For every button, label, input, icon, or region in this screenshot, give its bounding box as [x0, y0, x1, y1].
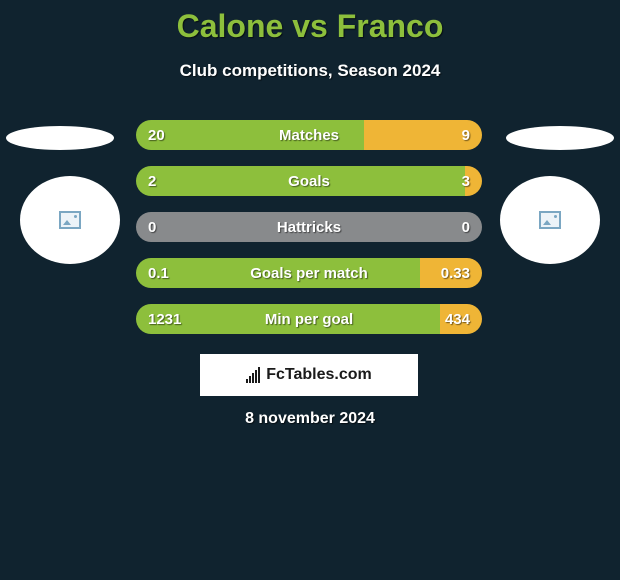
stat-label: Hattricks — [136, 212, 482, 242]
stat-row: 209Matches — [136, 120, 482, 150]
image-placeholder-icon — [539, 211, 561, 229]
comparison-chart: 209Matches 23Goals 00Hattricks 0.10.33Goals… — [136, 120, 482, 350]
stat-label: Goals — [136, 166, 482, 196]
player-left-avatar — [20, 176, 120, 264]
comparison-card: Calone vs Franco Club competitions, Seas… — [0, 0, 620, 580]
page-title: Calone vs Franco — [0, 0, 620, 45]
player-left-name-placeholder — [6, 126, 114, 150]
stat-row: 23Goals — [136, 166, 482, 196]
image-placeholder-icon — [59, 211, 81, 229]
source-logo-text: FcTables.com — [266, 366, 372, 384]
snapshot-date: 8 november 2024 — [0, 410, 620, 428]
source-logo: FcTables.com — [200, 354, 418, 396]
stat-row: 1231434Min per goal — [136, 304, 482, 334]
stat-label: Matches — [136, 120, 482, 150]
page-subtitle: Club competitions, Season 2024 — [0, 61, 620, 81]
player-right-avatar — [500, 176, 600, 264]
stat-row: 0.10.33Goals per match — [136, 258, 482, 288]
stat-label: Min per goal — [136, 304, 482, 334]
player-right-name-placeholder — [506, 126, 614, 150]
stat-row: 00Hattricks — [136, 212, 482, 242]
stat-label: Goals per match — [136, 258, 482, 288]
bar-chart-icon — [246, 367, 260, 383]
